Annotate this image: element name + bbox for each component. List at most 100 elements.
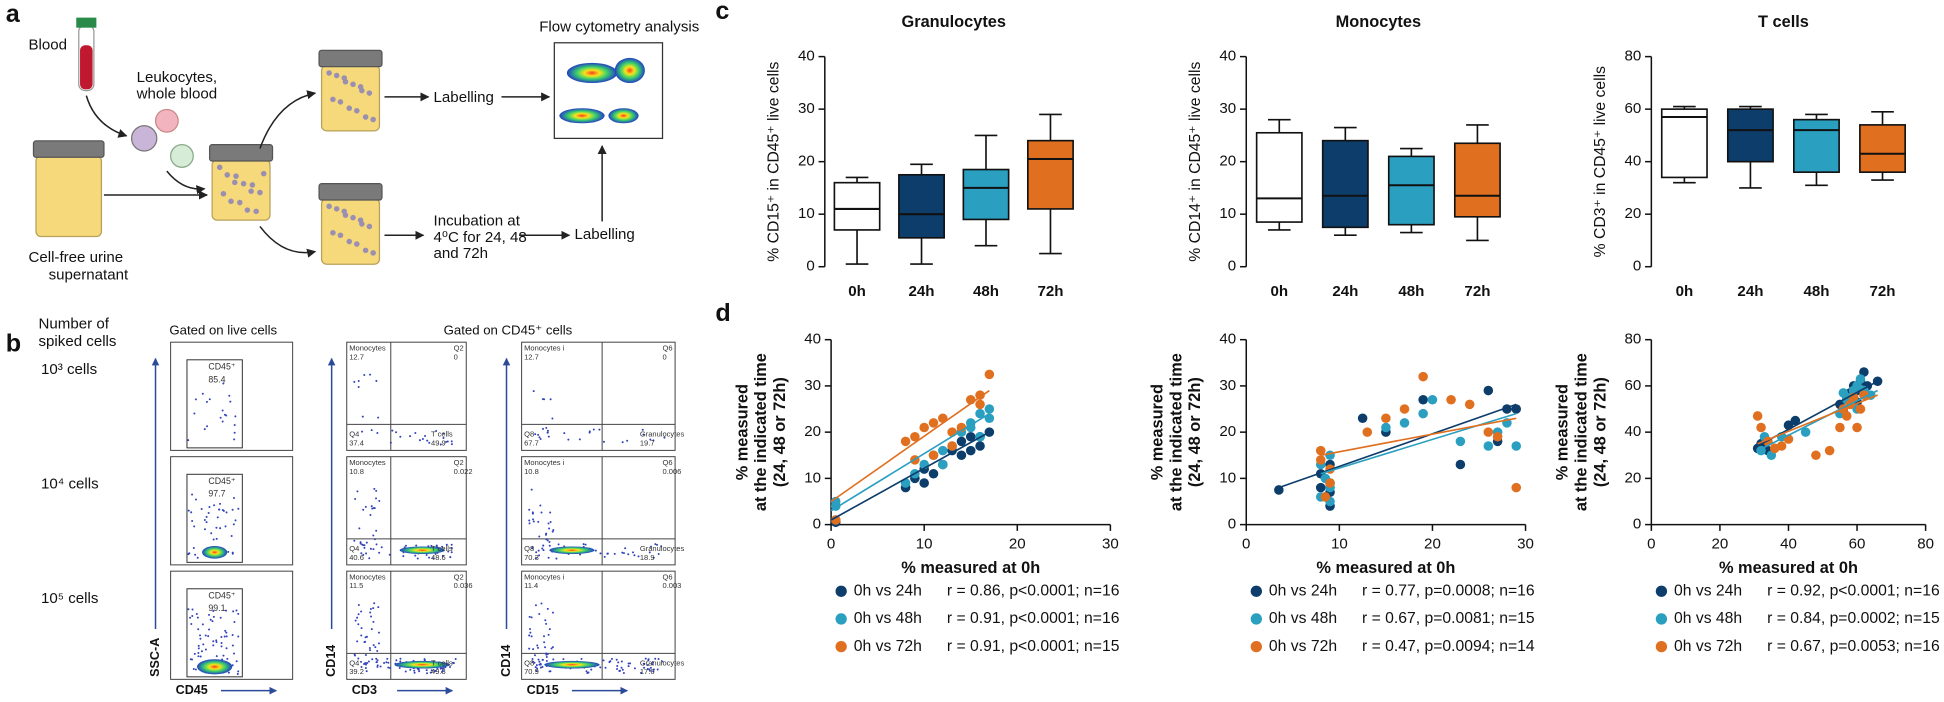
point bbox=[928, 450, 939, 461]
event-dot bbox=[592, 428, 595, 431]
flow-blob bbox=[399, 546, 445, 555]
event-dot bbox=[632, 551, 635, 554]
y-tick-label: 80 bbox=[1625, 48, 1642, 65]
arrow bbox=[166, 170, 206, 195]
event-dot bbox=[194, 398, 197, 401]
event-dot bbox=[376, 432, 379, 435]
event-dot bbox=[357, 657, 360, 660]
cell-dot bbox=[366, 223, 373, 230]
event-dot bbox=[370, 628, 373, 631]
event-dot bbox=[197, 644, 200, 647]
event-dot bbox=[224, 525, 227, 528]
tube-blood bbox=[80, 45, 93, 90]
event-dot bbox=[529, 628, 532, 631]
y-axis-label: at the indicated time bbox=[1572, 353, 1590, 511]
event-dot bbox=[545, 655, 548, 658]
x-tick-label: 48h bbox=[973, 283, 999, 300]
x-axis-label: % measured at 0h bbox=[901, 559, 1040, 577]
event-dot bbox=[423, 658, 426, 661]
event-dot bbox=[192, 668, 195, 671]
y-axis-label: % measured bbox=[1554, 384, 1572, 480]
event-dot bbox=[227, 550, 230, 553]
event-dot bbox=[541, 665, 544, 668]
x-tick-label: 80 bbox=[1917, 536, 1934, 553]
event-dot bbox=[399, 660, 402, 663]
event-dot bbox=[237, 612, 240, 615]
event-dot bbox=[363, 373, 366, 377]
x-tick-label: 0 bbox=[1647, 536, 1655, 553]
event-dot bbox=[229, 400, 232, 403]
event-dot bbox=[542, 427, 545, 430]
x-tick-label: 72h bbox=[1464, 283, 1490, 300]
event-dot bbox=[654, 657, 657, 660]
event-dot bbox=[436, 667, 439, 670]
event-dot bbox=[362, 508, 365, 511]
event-dot bbox=[398, 667, 401, 670]
event-dot bbox=[197, 652, 200, 655]
point bbox=[1399, 404, 1410, 414]
label: spiked cells bbox=[39, 333, 117, 350]
cell-dot bbox=[249, 182, 256, 188]
event-dot bbox=[375, 661, 378, 664]
gate-name: CD45⁺ bbox=[208, 476, 235, 486]
event-dot bbox=[207, 635, 210, 638]
event-dot bbox=[374, 646, 377, 649]
event-dot bbox=[528, 634, 531, 637]
flow-panel bbox=[170, 341, 294, 451]
event-dot bbox=[531, 512, 534, 515]
cell-dot bbox=[337, 99, 344, 105]
label: supernatant bbox=[49, 267, 129, 284]
event-dot bbox=[202, 643, 205, 646]
event-dot bbox=[599, 552, 602, 555]
event-dot bbox=[367, 660, 370, 663]
y-tick-label: 20 bbox=[804, 423, 821, 440]
legend-marker bbox=[835, 585, 847, 597]
event-dot bbox=[615, 658, 618, 661]
event-dot bbox=[536, 644, 539, 647]
quadrant-value: 18.9 bbox=[640, 553, 655, 562]
event-dot bbox=[426, 439, 429, 442]
event-dot bbox=[373, 602, 376, 605]
label: Cell-free urine bbox=[28, 249, 123, 266]
event-dot bbox=[546, 431, 549, 434]
event-dot bbox=[548, 544, 551, 547]
quadrant-name: Granulocytes bbox=[640, 429, 685, 438]
event-dot bbox=[530, 635, 533, 638]
event-dot bbox=[361, 430, 364, 433]
event-dot bbox=[237, 635, 240, 638]
event-dot bbox=[235, 660, 238, 663]
quadrant-value: 49.3 bbox=[431, 667, 446, 676]
gate-name: CD45⁺ bbox=[208, 362, 235, 372]
point bbox=[1483, 385, 1494, 396]
point bbox=[1418, 371, 1428, 382]
event-dot bbox=[360, 627, 363, 630]
x-tick-label: 48h bbox=[1398, 283, 1424, 300]
quadrant-name: Q4 bbox=[349, 429, 359, 438]
flow-panel bbox=[521, 456, 676, 566]
point bbox=[947, 441, 957, 451]
event-dot bbox=[363, 546, 366, 549]
axis-label: CD3 bbox=[352, 683, 377, 697]
event-dot bbox=[588, 430, 591, 433]
event-dot bbox=[538, 663, 541, 666]
event-dot bbox=[357, 623, 360, 626]
point bbox=[975, 399, 985, 410]
event-dot bbox=[208, 628, 211, 631]
event-dot bbox=[539, 504, 542, 507]
event-dot bbox=[454, 657, 457, 660]
cell-dot bbox=[224, 172, 230, 178]
event-dot bbox=[549, 398, 552, 401]
label: Labelling bbox=[574, 226, 634, 243]
box bbox=[1793, 118, 1840, 173]
quadrant-value: 49.9 bbox=[431, 438, 446, 447]
event-dot bbox=[201, 623, 204, 626]
y-tick-label: 40 bbox=[798, 48, 815, 65]
event-dot bbox=[418, 439, 421, 442]
event-dot bbox=[548, 541, 551, 544]
x-tick-label: 0h bbox=[1676, 283, 1694, 300]
quadrant-value: 12.7 bbox=[524, 352, 539, 361]
event-dot bbox=[383, 661, 386, 665]
event-dot bbox=[372, 620, 375, 623]
event-dot bbox=[633, 667, 636, 670]
event-dot bbox=[190, 622, 193, 625]
